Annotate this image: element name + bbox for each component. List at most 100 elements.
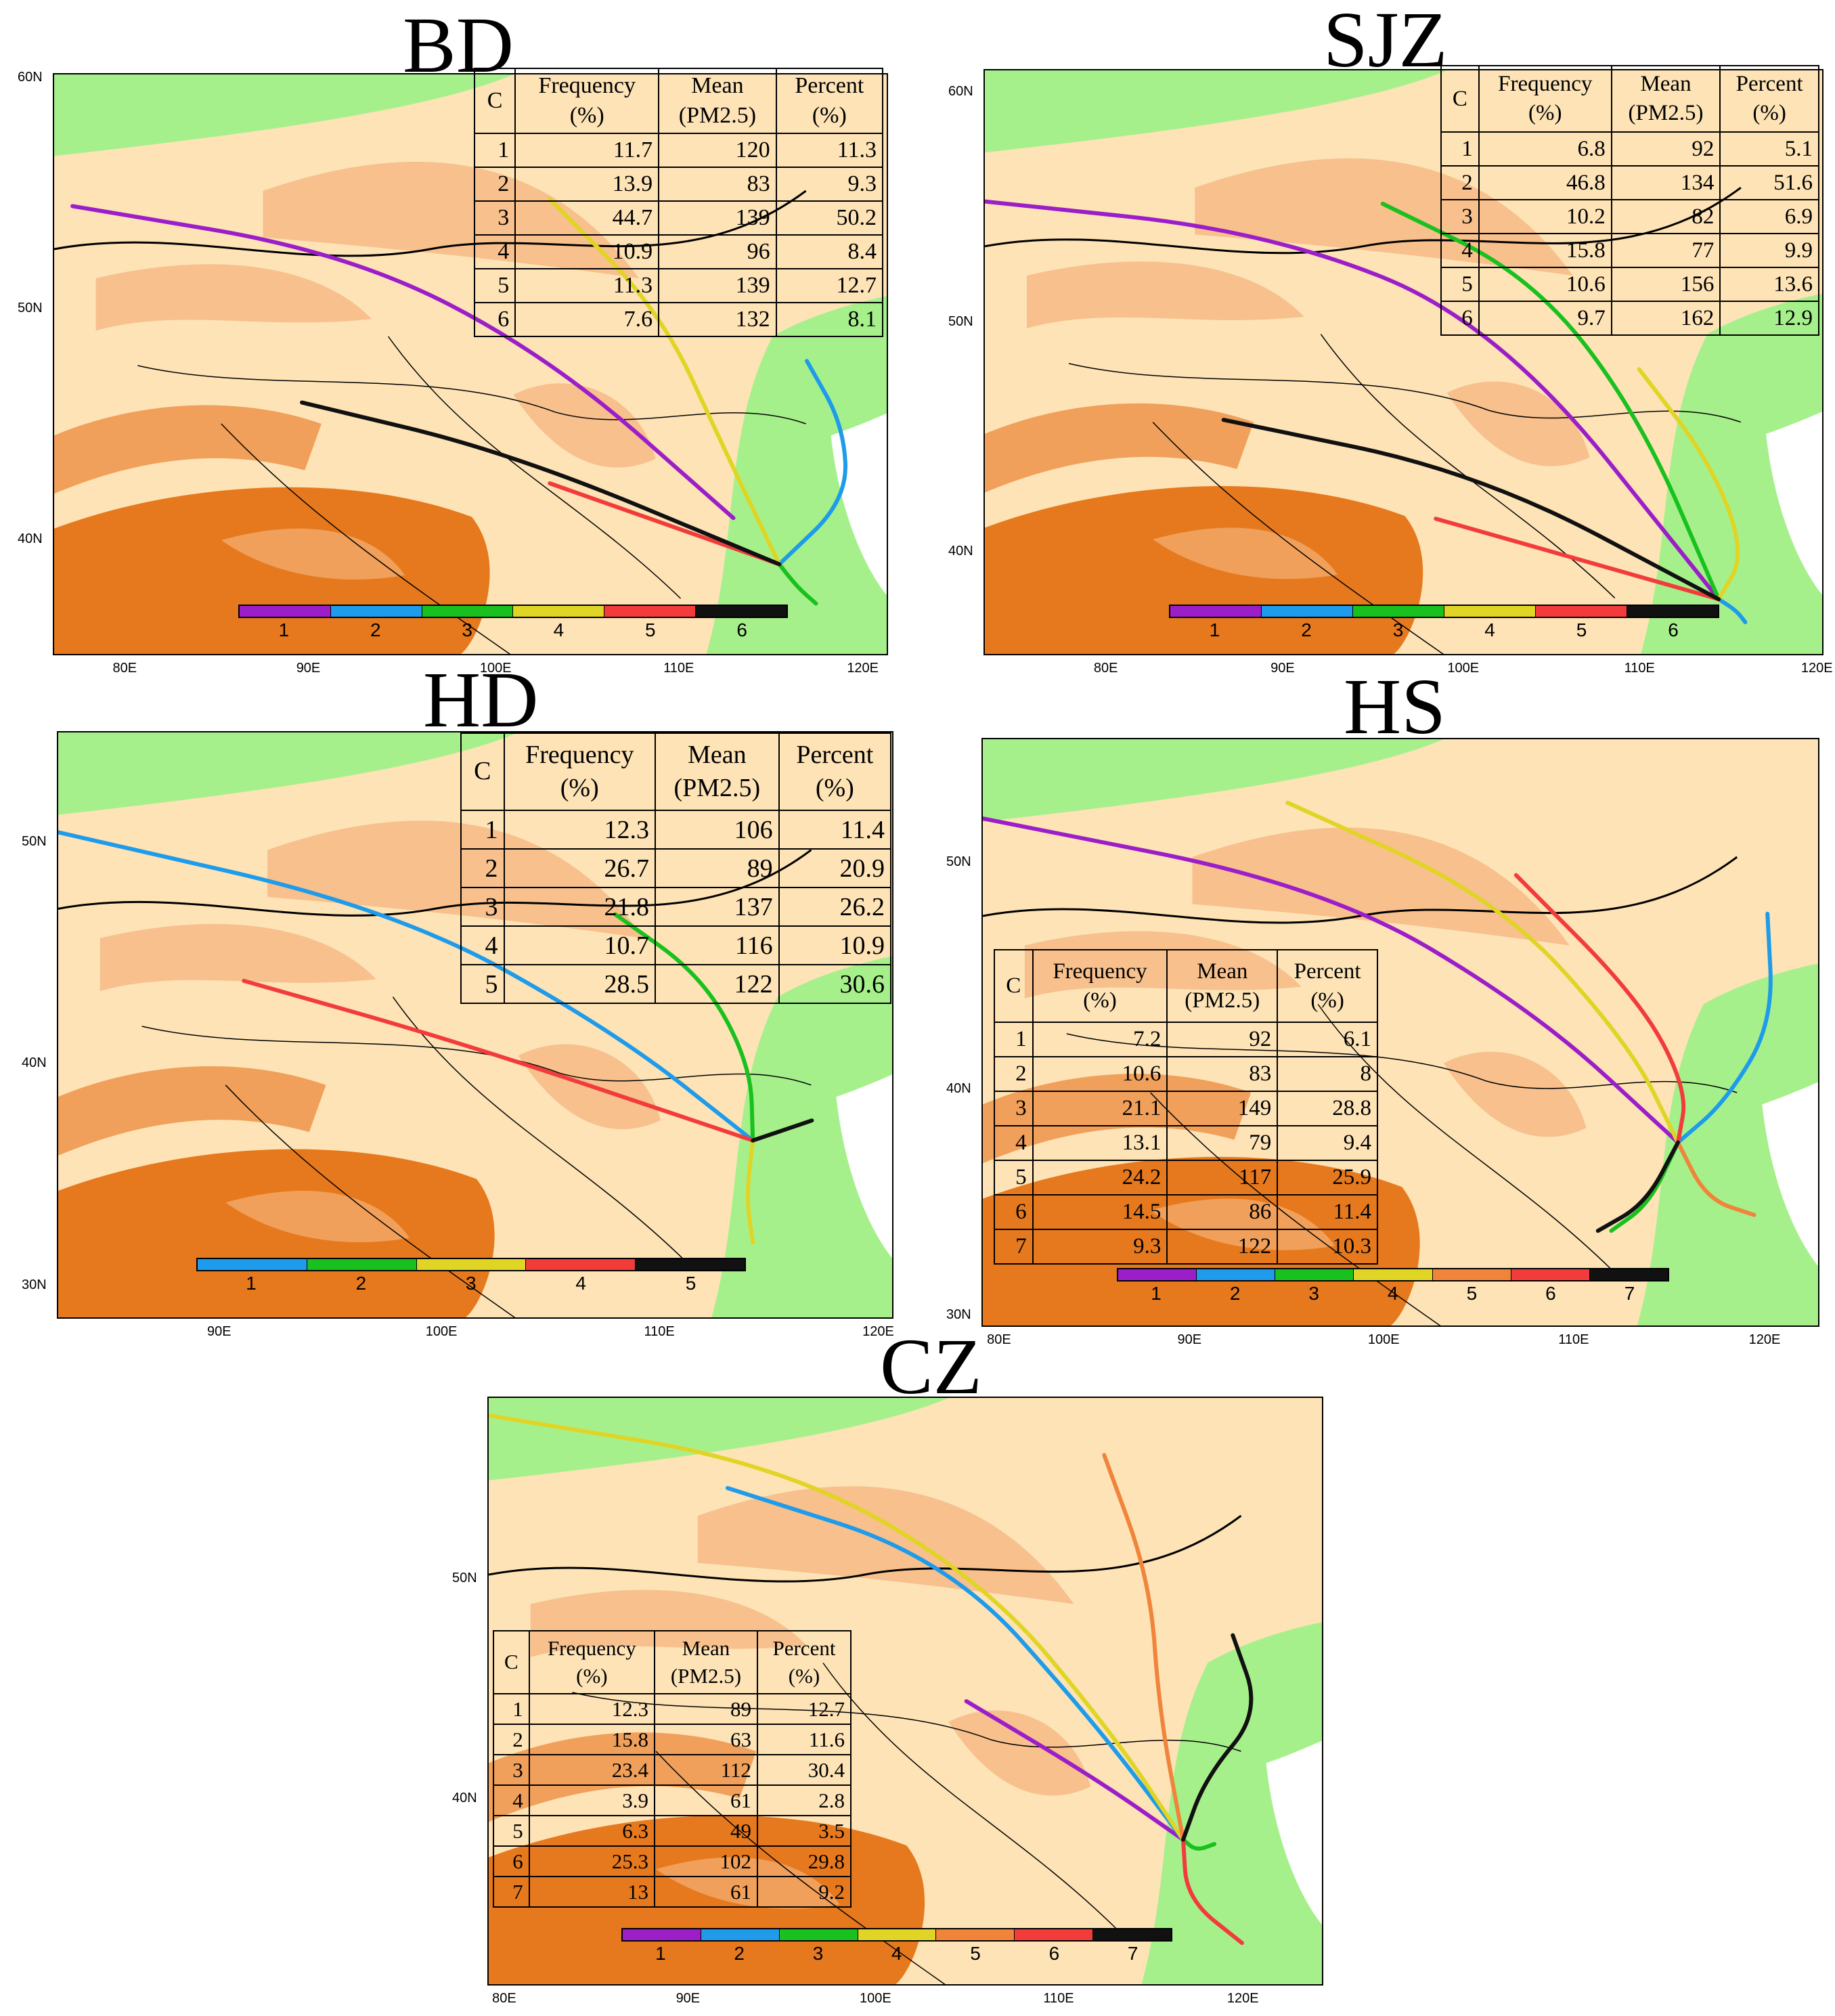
table-cell: 51.6 — [1719, 165, 1819, 200]
table-cell: 30.4 — [756, 1754, 852, 1786]
trajectory-cluster-2 — [1676, 911, 1773, 1145]
lon-tick-label: 110E — [644, 1324, 675, 1339]
table-header-cell: C — [994, 949, 1034, 1023]
table-header-cell: Mean (PM2.5) — [658, 68, 777, 134]
trajectory-cluster-7 — [1595, 1140, 1680, 1233]
colorbar-segment — [513, 606, 605, 617]
colorbar-label: 4 — [1484, 619, 1495, 640]
table-cell: 29.8 — [756, 1845, 852, 1877]
table-row: 3 10.2 82 6.9 — [1440, 199, 1819, 234]
table-cell: 26.7 — [503, 848, 657, 888]
table-cell: 11.4 — [778, 810, 892, 850]
cluster-statistics-table: C Frequency (%) Mean (PM2.5) Percent (%) 1 12.3 8… — [493, 1630, 852, 1908]
colorbar-segment — [1197, 1269, 1276, 1280]
table-cell: 86 — [1166, 1194, 1279, 1230]
lon-tick-label: 80E — [112, 661, 137, 676]
colorbar-segment — [604, 606, 697, 617]
table-cell: 6 — [1440, 301, 1480, 336]
table-cell: 9.9 — [1719, 233, 1819, 268]
table-cell: 156 — [1610, 267, 1721, 302]
table-cell: 5 — [493, 1815, 530, 1847]
table-cell: 6 — [473, 302, 516, 337]
table-cell: 3.5 — [756, 1815, 852, 1847]
table-row: 1 7.2 92 6.1 — [994, 1022, 1378, 1057]
colorbar-segment — [696, 606, 787, 617]
table-cell: 12.3 — [503, 810, 657, 850]
lat-tick-label: 50N — [452, 1571, 477, 1586]
trajectory-cluster-5 — [1676, 1140, 1756, 1217]
table-cell: 10.6 — [1032, 1056, 1168, 1092]
colorbar-label: 3 — [466, 1273, 477, 1294]
lat-tick-label: 60N — [948, 83, 973, 99]
table-cell: 4 — [1440, 233, 1480, 268]
table-cell: 102 — [653, 1845, 758, 1877]
table-cell: 11.7 — [514, 133, 660, 168]
table-header-cell: C — [1440, 65, 1480, 133]
colorbar-label: 3 — [462, 619, 472, 640]
table-cell: 7.2 — [1032, 1022, 1168, 1057]
lon-tick-label: 110E — [663, 661, 694, 676]
table-row: 6 7.6 132 8.1 — [473, 302, 884, 337]
colorbar-label: 5 — [645, 619, 656, 640]
colorbar-segment — [1589, 1269, 1668, 1280]
table-cell: 2 — [1440, 165, 1480, 200]
cluster-statistics-table: C Frequency (%) Mean (PM2.5) Percent (%) 1 7.2 92… — [994, 949, 1378, 1265]
colorbar-label: 1 — [278, 619, 290, 640]
table-row: 2 10.6 83 8 — [994, 1056, 1378, 1092]
colorbar-segment — [1354, 1269, 1433, 1280]
table-row: 4 15.8 77 9.9 — [1440, 233, 1819, 268]
table-row: 2 13.9 83 9.3 — [473, 167, 884, 202]
table-cell: 6.9 — [1719, 199, 1819, 234]
table-cell: 3 — [460, 887, 505, 927]
colorbar-segment — [1511, 1269, 1590, 1280]
lat-tick-label: 50N — [18, 301, 43, 316]
table-cell: 3 — [1440, 199, 1480, 234]
table-row: 3 21.1 149 28.8 — [994, 1091, 1378, 1126]
colorbar-segment — [416, 1259, 527, 1270]
table-cell: 117 — [1166, 1160, 1279, 1196]
table-cell: 4 — [493, 1784, 530, 1816]
table-header-cell: Mean (PM2.5) — [655, 732, 780, 811]
table-header-cell: Frequency (%) — [1032, 949, 1168, 1023]
colorbar-label: 2 — [1229, 1283, 1241, 1304]
table-cell: 25.9 — [1277, 1160, 1378, 1196]
panel-title: SJZ — [1323, 0, 1448, 84]
colorbar-label: 1 — [1209, 619, 1220, 640]
table-cell: 112 — [653, 1754, 758, 1786]
colorbar-segment — [636, 1259, 745, 1270]
table-cell: 11.6 — [756, 1724, 852, 1755]
table-cell: 3 — [994, 1091, 1034, 1126]
table-cell: 9.3 — [775, 167, 884, 202]
table-cell: 12.3 — [528, 1693, 655, 1725]
table-cell: 2.8 — [756, 1784, 852, 1816]
table-cell: 13.9 — [514, 167, 660, 202]
lat-tick-label: 60N — [18, 69, 43, 85]
trajectory-cluster-7 — [1181, 1633, 1254, 1842]
lon-tick-label: 80E — [987, 1332, 1011, 1347]
table-cell: 12.7 — [756, 1693, 852, 1725]
table-cell: 79 — [1166, 1125, 1279, 1161]
table-cell: 7 — [493, 1876, 530, 1908]
table-cell: 3.9 — [528, 1784, 655, 1816]
table-cell: 106 — [655, 810, 780, 850]
cluster-statistics-table: C Frequency (%) Mean (PM2.5) Percent (%) 1 6.8 92… — [1440, 65, 1819, 336]
cluster-colorbar — [1117, 1268, 1669, 1281]
table-cell: 28.8 — [1277, 1091, 1378, 1126]
colorbar-label: 4 — [891, 1943, 902, 1964]
colorbar-label: 4 — [575, 1273, 586, 1294]
table-cell: 25.3 — [528, 1845, 655, 1877]
table-cell: 1 — [473, 133, 516, 168]
table-cell: 15.8 — [528, 1724, 655, 1755]
lon-tick-label: 110E — [1558, 1332, 1589, 1347]
table-cell: 134 — [1610, 165, 1721, 200]
colorbar-label: 4 — [553, 619, 565, 640]
trajectory-cluster-1 — [58, 830, 755, 1143]
table-cell: 10.9 — [778, 925, 892, 965]
colorbar-label: 6 — [1668, 619, 1679, 640]
table-header-cell: Frequency (%) — [528, 1630, 655, 1694]
colorbar-segment — [1536, 606, 1627, 617]
table-cell: 30.6 — [778, 964, 892, 1004]
trajectory-cluster-1 — [985, 199, 1721, 602]
table-cell: 1 — [994, 1022, 1034, 1057]
lon-tick-label: 90E — [676, 1991, 701, 2006]
